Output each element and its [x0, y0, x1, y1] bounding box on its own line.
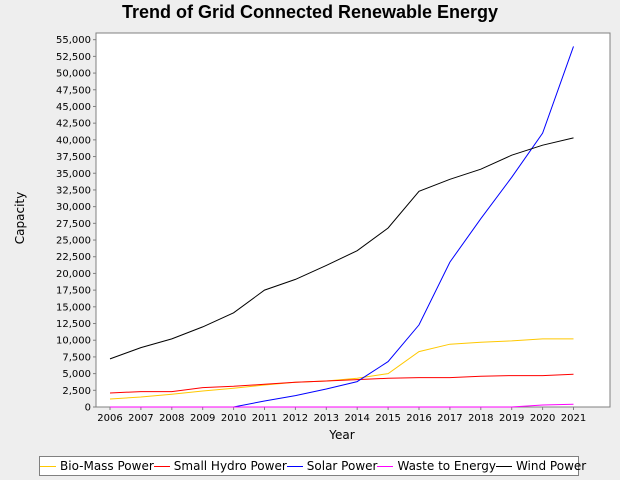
- y-tick-label: 20,000: [56, 269, 91, 280]
- y-axis: 0 2,500 5,000 7,500 10,000 12,500 15,000 17,500…: [56, 35, 96, 414]
- legend-item-wind-power: Wind Power: [495, 459, 587, 473]
- x-tick-label: 2010: [221, 413, 246, 424]
- x-tick-label: 2018: [468, 413, 493, 424]
- legend-label: Solar Power: [306, 459, 378, 473]
- legend-item-solar-power: Solar Power: [286, 459, 378, 473]
- plot-area: [95, 32, 611, 408]
- y-tick-label: 0: [85, 403, 91, 414]
- legend-label: Bio-Mass Power: [60, 459, 154, 473]
- legend-item-bio-mass-power: Bio-Mass Power: [40, 459, 154, 473]
- x-tick-label: 2011: [252, 413, 277, 424]
- x-tick-label: 2015: [375, 413, 400, 424]
- legend-swatch: [495, 465, 512, 467]
- y-tick-label: 30,000: [56, 202, 91, 213]
- y-tick-label: 40,000: [56, 135, 91, 146]
- x-tick-label: 2017: [437, 413, 462, 424]
- x-tick-label: 2020: [530, 413, 555, 424]
- y-tick-label: 17,500: [56, 286, 91, 297]
- legend-item-small-hydro-power: Small Hydro Power: [153, 459, 287, 473]
- y-tick-label: 7,500: [62, 352, 91, 363]
- y-axis-title: Capacity: [13, 192, 27, 244]
- x-tick-label: 2006: [97, 413, 122, 424]
- chart-title: Trend of Grid Connected Renewable Energy: [121, 2, 499, 22]
- x-tick-label: 2009: [190, 413, 215, 424]
- line-chart: 0 2,500 5,000 7,500 10,000 12,500 15,000 17,500…: [13, 32, 611, 442]
- y-tick-label: 35,000: [56, 169, 91, 180]
- y-tick-label: 2,500: [62, 386, 91, 397]
- x-tick-label: 2008: [159, 413, 184, 424]
- legend-swatch: [377, 465, 394, 467]
- x-tick-label: 2012: [283, 413, 308, 424]
- series-line-waste-to-energy: [110, 403, 574, 408]
- y-tick-label: 47,500: [56, 85, 91, 96]
- x-tick-label: 2014: [344, 413, 369, 424]
- legend-swatch: [286, 465, 303, 467]
- series-line-wind-power: [109, 137, 574, 360]
- y-tick-label: 12,500: [56, 319, 91, 330]
- y-tick-label: 50,000: [56, 69, 91, 80]
- x-tick-label: 2016: [406, 413, 431, 424]
- x-axis: 2006 2007 2008 2009 2010 2011 2012 2013 2014 2015…: [97, 407, 586, 424]
- x-tick-label: 2007: [128, 413, 153, 424]
- y-tick-label: 42,500: [56, 119, 91, 130]
- y-tick-label: 52,500: [56, 52, 91, 63]
- y-tick-label: 15,000: [56, 302, 91, 313]
- legend-label: Wind Power: [515, 459, 587, 473]
- x-axis-title: Year: [328, 428, 354, 442]
- y-tick-label: 10,000: [56, 336, 91, 347]
- y-tick-label: 45,000: [56, 102, 91, 113]
- legend: Bio-Mass Power Small Hydro Power Solar Pow…: [39, 456, 586, 476]
- x-tick-label: 2019: [499, 413, 524, 424]
- legend-swatch: [40, 465, 56, 467]
- y-tick-label: 32,500: [56, 185, 91, 196]
- y-tick-label: 5,000: [62, 369, 91, 380]
- series-line-small-hydro-power: [109, 373, 574, 394]
- y-tick-label: 37,500: [56, 152, 91, 163]
- y-tick-label: 25,000: [56, 236, 91, 247]
- series-line-bio-mass-power: [109, 338, 574, 400]
- y-tick-label: 27,500: [56, 219, 91, 230]
- y-tick-label: 22,500: [56, 252, 91, 263]
- legend-label: Small Hydro Power: [173, 459, 287, 473]
- legend-swatch: [153, 465, 170, 467]
- legend-label: Waste to Energy: [397, 459, 496, 473]
- legend-item-waste-to-energy: Waste to Energy: [377, 459, 496, 473]
- x-tick-label: 2013: [314, 413, 339, 424]
- x-tick-label: 2021: [561, 413, 586, 424]
- series-lines: [109, 46, 574, 408]
- y-tick-label: 55,000: [56, 35, 91, 46]
